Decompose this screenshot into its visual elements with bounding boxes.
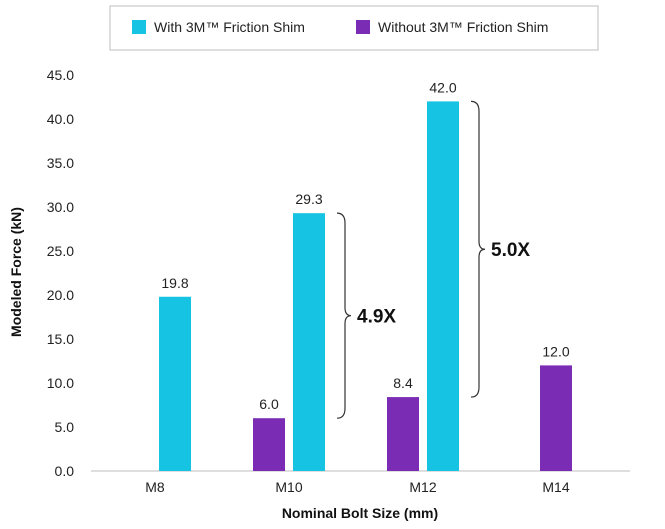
brace-m12 <box>470 100 486 398</box>
legend: With 3M™ Friction Shim Without 3M™ Frict… <box>109 5 599 51</box>
bars: 19.8 6.0 29.3 8.4 42.0 12.0 <box>159 79 572 472</box>
y-tick-label: 45.0 <box>47 67 74 83</box>
multiplier-annotation-m10: 4.9X <box>357 307 396 328</box>
y-tick-label: 35.0 <box>47 155 74 171</box>
data-label-without-m14: 12.0 <box>542 343 569 359</box>
y-tick-label: 5.0 <box>55 419 75 435</box>
multiplier-annotation-m12: 5.0X <box>491 240 530 261</box>
bar-with-m10 <box>293 213 325 471</box>
x-tick-label: M10 <box>275 479 302 495</box>
legend-swatch-with <box>132 20 146 34</box>
bar-without-m10 <box>253 418 285 471</box>
y-tick-label: 15.0 <box>47 331 74 347</box>
data-label-with-m12: 42.0 <box>429 79 456 95</box>
y-tick-label: 0.0 <box>55 463 75 479</box>
bar-with-m12 <box>427 101 459 472</box>
x-tick-label: M14 <box>542 479 569 495</box>
y-tick-label: 10.0 <box>47 375 74 391</box>
legend-box <box>109 5 599 51</box>
data-label-without-m12: 8.4 <box>393 375 413 391</box>
bar-without-m12 <box>387 397 419 471</box>
y-tick-label: 40.0 <box>47 111 74 127</box>
legend-swatch-without <box>356 20 370 34</box>
x-axis-title: Nominal Bolt Size (mm) <box>282 505 438 521</box>
y-axis: 0.0 5.0 10.0 15.0 20.0 25.0 30.0 35.0 40.0 45.0 <box>47 67 74 479</box>
y-tick-label: 30.0 <box>47 199 74 215</box>
bar-with-m8 <box>159 296 191 471</box>
data-label-with-m10: 29.3 <box>295 191 322 207</box>
x-axis: M8 M10 M12 M14 <box>145 479 570 495</box>
annotations: 4.9X 5.0X <box>336 100 530 419</box>
bar-without-m14 <box>540 365 572 471</box>
legend-label-without: Without 3M™ Friction Shim <box>378 19 548 35</box>
data-label-with-m8: 19.8 <box>161 275 188 291</box>
x-tick-label: M12 <box>409 479 436 495</box>
data-label-without-m10: 6.0 <box>259 396 279 412</box>
y-tick-label: 20.0 <box>47 287 74 303</box>
y-axis-title: Modeled Force (kN) <box>8 207 24 337</box>
x-tick-label: M8 <box>145 479 165 495</box>
legend-label-with: With 3M™ Friction Shim <box>154 19 305 35</box>
y-tick-label: 25.0 <box>47 243 74 259</box>
brace-m10 <box>336 212 352 419</box>
